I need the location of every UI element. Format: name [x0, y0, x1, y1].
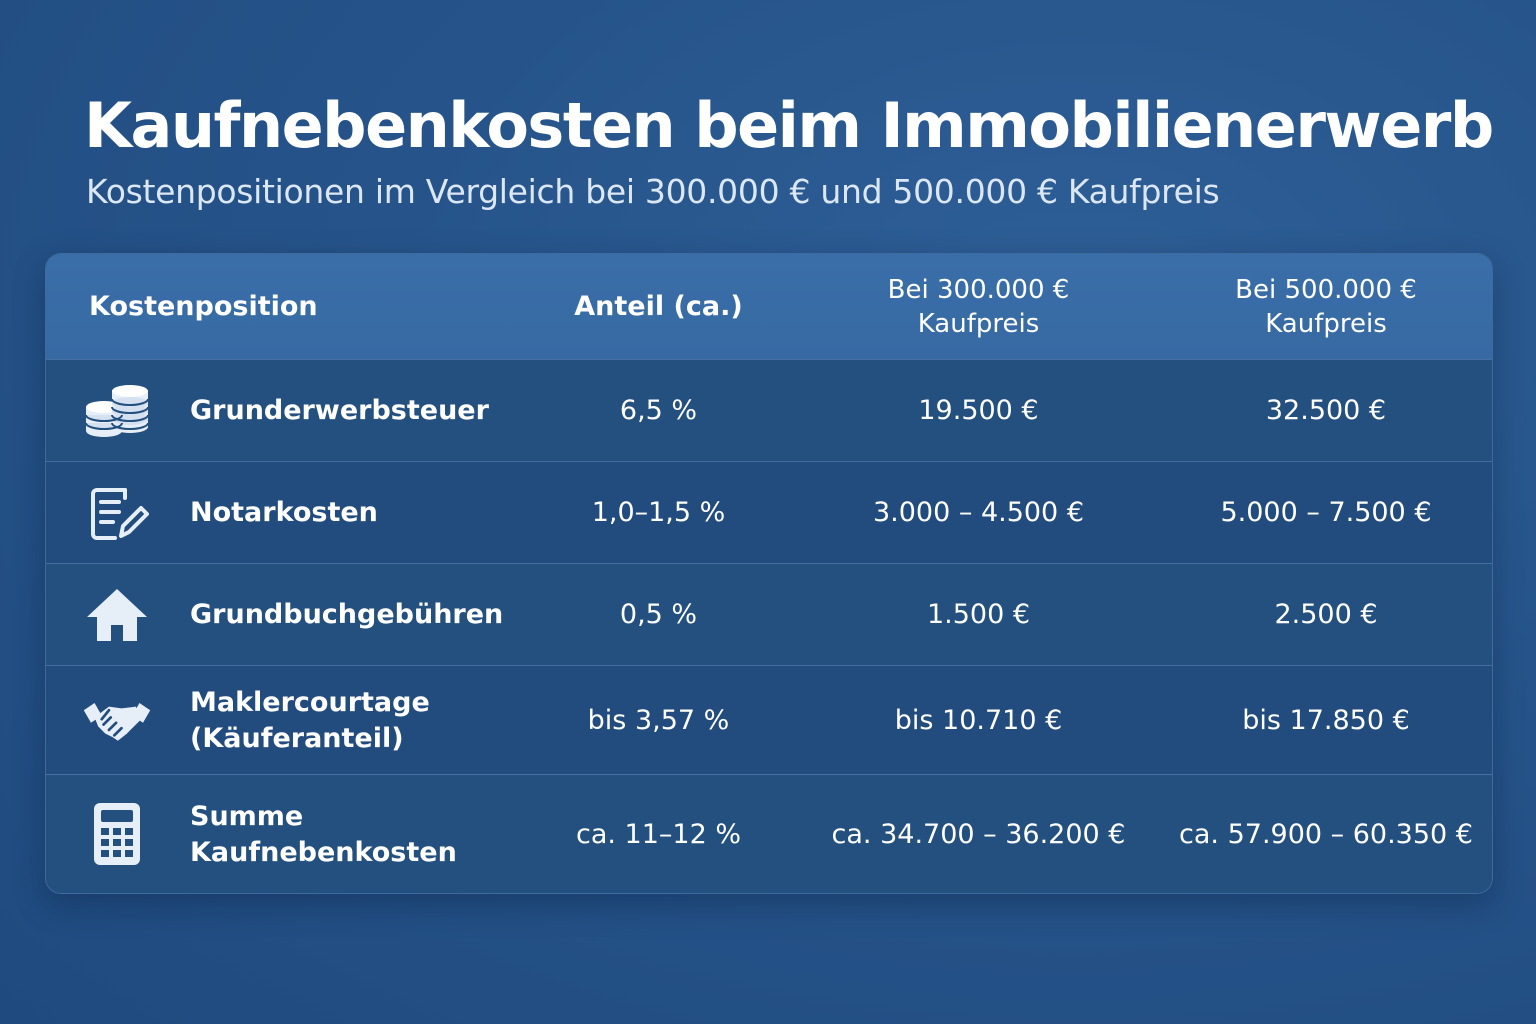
header-kostenposition: Kostenposition	[89, 290, 318, 322]
header-price-500k: Bei 500.000 € Kaufpreis	[1166, 254, 1486, 359]
row-label-line1: Notarkosten	[190, 497, 378, 528]
row-share: bis 3,57 %	[587, 704, 730, 736]
header-anteil: Anteil (ca.)	[574, 290, 743, 322]
coins-icon	[82, 376, 152, 446]
table-row: Notarkosten 1,0–1,5 % 3.000 – 4.500 € 5.…	[46, 461, 1492, 564]
row-price-500k: ca. 57.900 – 60.350 €	[1179, 818, 1473, 850]
table-row: Maklercourtage (Käuferanteil) bis 3,57 %…	[46, 665, 1492, 775]
header-price-300k-line2: Kaufpreis	[917, 308, 1040, 339]
document-pen-icon	[82, 478, 152, 548]
page-subtitle: Kostenpositionen im Vergleich bei 300.00…	[86, 172, 1220, 211]
row-label: Summe Kaufnebenkosten	[190, 775, 457, 893]
row-share: 0,5 %	[619, 599, 698, 630]
table-row-total: Summe Kaufnebenkosten ca. 11–12 % ca. 34…	[46, 774, 1492, 893]
table-header-row: Kostenposition Anteil (ca.) Bei 300.000 …	[46, 254, 1492, 359]
handshake-icon	[82, 686, 152, 756]
page-title: Kaufnebenkosten beim Immobilienerwerb	[84, 89, 1494, 162]
header-price-300k-line1: Bei 300.000 €	[887, 274, 1070, 305]
row-price-300k: 3.000 – 4.500 €	[872, 497, 1085, 528]
row-price-300k: ca. 34.700 – 36.200 €	[831, 818, 1126, 850]
row-label: Grundbuchgebühren	[190, 564, 503, 666]
row-label-line2: Kaufnebenkosten	[190, 836, 457, 868]
header-price-300k: Bei 300.000 € Kaufpreis	[821, 254, 1136, 359]
row-label-line2: (Käuferanteil)	[190, 722, 404, 754]
calculator-icon	[82, 799, 152, 869]
row-label-line1: Maklercourtage	[190, 686, 430, 718]
row-label: Grunderwerbsteuer	[190, 360, 489, 462]
row-price-300k: 1.500 €	[926, 599, 1031, 630]
table-row: Grunderwerbsteuer 6,5 % 19.500 € 32.500 …	[46, 359, 1492, 462]
table-row: Grundbuchgebühren 0,5 % 1.500 € 2.500 €	[46, 563, 1492, 666]
row-label-line1: Summe	[190, 800, 304, 832]
row-price-500k: 5.000 – 7.500 €	[1220, 497, 1432, 528]
row-label: Maklercourtage (Käuferanteil)	[190, 666, 430, 775]
cost-table: Kostenposition Anteil (ca.) Bei 300.000 …	[45, 253, 1493, 894]
row-share: 1,0–1,5 %	[591, 497, 726, 528]
row-share: ca. 11–12 %	[575, 818, 741, 850]
row-price-500k: 32.500 €	[1265, 395, 1387, 426]
row-price-300k: bis 10.710 €	[894, 704, 1063, 736]
row-price-300k: 19.500 €	[918, 395, 1039, 426]
house-icon	[82, 580, 152, 650]
row-price-500k: bis 17.850 €	[1242, 704, 1410, 736]
row-label: Notarkosten	[190, 462, 378, 564]
row-label-line1: Grundbuchgebühren	[190, 599, 504, 630]
row-label-line1: Grunderwerbsteuer	[190, 395, 489, 426]
row-share: 6,5 %	[619, 395, 698, 426]
header-price-500k-line1: Bei 500.000 €	[1235, 274, 1417, 305]
row-price-500k: 2.500 €	[1274, 599, 1378, 630]
header-price-500k-line2: Kaufpreis	[1265, 308, 1387, 339]
